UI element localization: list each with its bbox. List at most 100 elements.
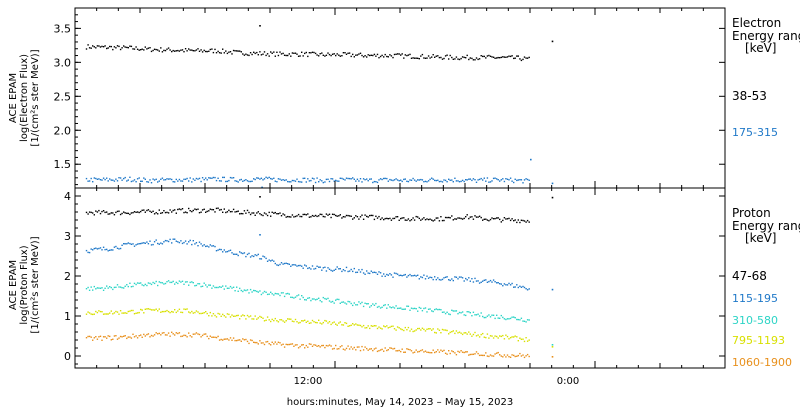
data-point	[520, 219, 523, 221]
data-point	[483, 279, 485, 281]
data-point	[297, 55, 300, 57]
data-point	[95, 210, 97, 212]
data-point	[370, 214, 372, 217]
data-point	[287, 263, 289, 265]
data-point	[417, 179, 419, 181]
data-point	[400, 179, 402, 181]
time-x-axis	[74, 8, 726, 368]
data-point	[387, 349, 389, 351]
data-point	[212, 313, 215, 315]
data-point	[104, 287, 106, 289]
data-point	[522, 58, 524, 61]
data-point	[237, 254, 239, 257]
data-point	[256, 212, 258, 214]
data-point	[92, 212, 94, 214]
data-point	[367, 349, 369, 351]
data-point	[152, 243, 154, 246]
data-point	[112, 212, 114, 214]
data-point	[115, 178, 117, 180]
data-point	[389, 217, 391, 220]
data-point	[191, 181, 193, 183]
data-point	[392, 179, 394, 182]
data-point	[276, 51, 278, 53]
data-point	[455, 276, 458, 278]
data-point	[477, 313, 479, 315]
data-point	[279, 178, 281, 180]
data-point	[214, 286, 216, 289]
data-point	[407, 218, 410, 220]
data-point	[242, 338, 244, 340]
data-point	[118, 210, 120, 212]
data-point	[136, 48, 139, 50]
data-point	[161, 243, 164, 245]
data-point	[415, 349, 417, 351]
data-point	[466, 179, 468, 181]
data-point	[429, 308, 431, 310]
data-point	[225, 211, 227, 214]
data-point	[112, 313, 114, 315]
data-point	[373, 180, 376, 183]
data-point	[396, 350, 399, 352]
data-point	[305, 214, 307, 216]
data-point	[171, 331, 173, 333]
data-point	[169, 311, 171, 314]
data-point	[415, 180, 417, 182]
data-point	[345, 322, 348, 325]
data-point	[440, 180, 442, 183]
data-point	[316, 54, 318, 56]
data-point	[499, 283, 501, 285]
data-point	[348, 301, 351, 303]
data-point	[396, 179, 399, 181]
data-point	[395, 305, 397, 307]
data-point	[345, 347, 348, 350]
data-point	[259, 213, 261, 215]
data-point	[212, 245, 215, 247]
data-point	[330, 216, 332, 219]
data-point	[119, 213, 122, 216]
data-point	[359, 271, 362, 273]
data-point-outlier	[551, 356, 554, 358]
data-point	[516, 355, 518, 357]
data-point	[212, 51, 215, 54]
data-point	[486, 315, 489, 317]
data-point	[369, 272, 371, 275]
data-point	[519, 337, 521, 339]
data-point	[197, 283, 199, 285]
data-point	[285, 343, 287, 346]
data-point	[93, 46, 95, 48]
data-point	[135, 283, 137, 286]
data-point	[225, 50, 227, 52]
data-point	[413, 351, 416, 353]
data-point	[283, 321, 286, 323]
data-point	[448, 178, 450, 180]
data-point	[396, 326, 399, 328]
data-point	[420, 276, 422, 278]
legend-entry-proton-795-1193: 795-1193	[732, 334, 785, 347]
data-point	[328, 53, 331, 56]
data-point	[242, 213, 244, 215]
data-point	[421, 179, 424, 181]
data-point	[463, 180, 465, 183]
data-point	[206, 50, 208, 53]
data-point	[209, 177, 211, 179]
data-point	[410, 57, 413, 59]
data-point	[242, 180, 244, 182]
data-point	[135, 335, 137, 337]
data-point	[497, 179, 499, 181]
data-point	[251, 180, 253, 182]
data-point	[348, 325, 351, 327]
data-point	[123, 335, 125, 337]
data-point	[413, 219, 416, 221]
data-point	[263, 212, 266, 214]
data-point	[198, 283, 201, 285]
data-point	[189, 335, 191, 337]
data-point	[318, 319, 320, 321]
data-point	[423, 57, 425, 59]
data-point	[270, 260, 272, 262]
data-point	[472, 353, 475, 355]
data-point	[181, 242, 184, 245]
data-point	[325, 213, 328, 215]
data-point	[123, 287, 125, 289]
data-point	[451, 278, 453, 280]
data-point	[475, 314, 478, 316]
